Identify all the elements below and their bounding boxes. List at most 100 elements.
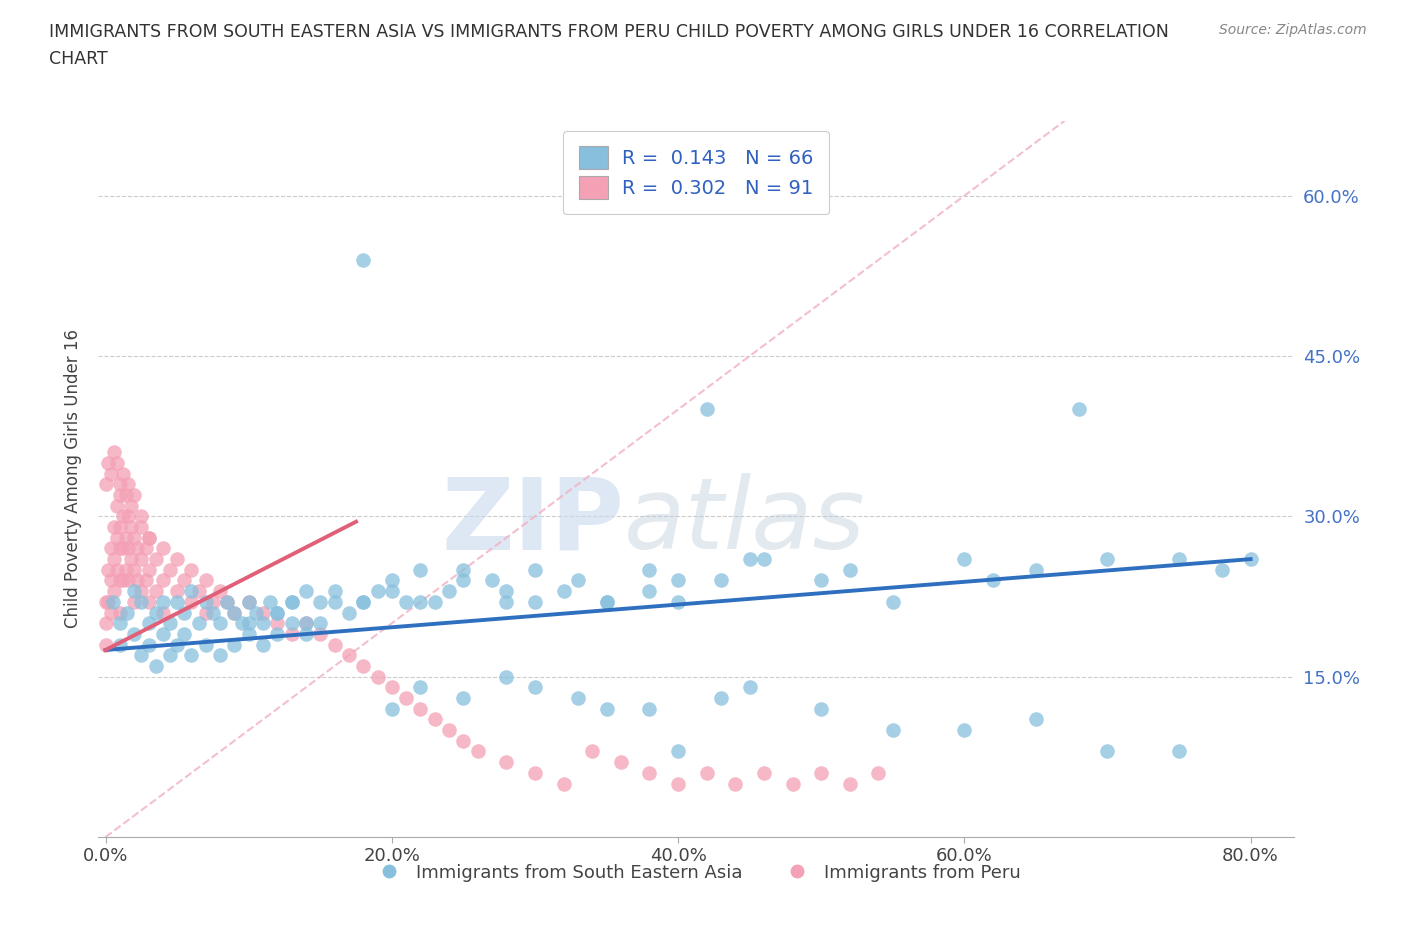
Point: [138, 637, 160, 652]
Point: [111, 573, 134, 588]
Point: [103, 551, 125, 566]
Point: [238, 616, 260, 631]
Point: [295, 616, 318, 631]
Point: [567, 691, 589, 706]
Point: [187, 584, 209, 599]
Point: [1168, 551, 1191, 566]
Point: [409, 701, 432, 716]
Point: [97, 563, 120, 578]
Point: [523, 563, 546, 578]
Point: [159, 648, 181, 663]
Point: [180, 563, 202, 578]
Point: [224, 605, 246, 620]
Point: [108, 477, 131, 492]
Point: [1097, 551, 1119, 566]
Point: [159, 616, 181, 631]
Point: [114, 487, 136, 502]
Point: [94, 477, 117, 492]
Point: [453, 734, 475, 749]
Point: [131, 551, 153, 566]
Text: Source: ZipAtlas.com: Source: ZipAtlas.com: [1219, 23, 1367, 37]
Point: [409, 563, 432, 578]
Point: [838, 563, 860, 578]
Point: [122, 530, 145, 545]
Point: [131, 509, 153, 524]
Point: [108, 605, 131, 620]
Point: [105, 498, 128, 513]
Point: [595, 594, 617, 609]
Point: [138, 563, 160, 578]
Point: [194, 573, 217, 588]
Point: [295, 584, 318, 599]
Point: [810, 765, 832, 780]
Point: [217, 594, 239, 609]
Point: [696, 765, 718, 780]
Point: [352, 658, 374, 673]
Point: [166, 551, 188, 566]
Point: [638, 584, 661, 599]
Point: [103, 520, 125, 535]
Point: [666, 594, 689, 609]
Point: [280, 616, 302, 631]
Point: [152, 627, 174, 642]
Point: [352, 252, 374, 267]
Point: [201, 605, 224, 620]
Point: [381, 573, 404, 588]
Text: IMMIGRANTS FROM SOUTH EASTERN ASIA VS IMMIGRANTS FROM PERU CHILD POVERTY AMONG G: IMMIGRANTS FROM SOUTH EASTERN ASIA VS IM…: [49, 23, 1168, 68]
Point: [152, 541, 174, 556]
Point: [752, 551, 775, 566]
Point: [423, 712, 446, 727]
Point: [252, 605, 274, 620]
Point: [581, 744, 603, 759]
Point: [120, 498, 142, 513]
Point: [252, 637, 274, 652]
Point: [194, 594, 217, 609]
Point: [696, 402, 718, 417]
Point: [180, 648, 202, 663]
Point: [131, 594, 153, 609]
Point: [395, 691, 418, 706]
Point: [953, 551, 976, 566]
Point: [159, 563, 181, 578]
Point: [295, 616, 318, 631]
Point: [453, 691, 475, 706]
Point: [108, 487, 131, 502]
Point: [131, 520, 153, 535]
Point: [981, 573, 1004, 588]
Point: [145, 551, 167, 566]
Point: [94, 594, 117, 609]
Point: [173, 605, 195, 620]
Point: [738, 551, 761, 566]
Point: [145, 658, 167, 673]
Point: [94, 637, 117, 652]
Point: [838, 777, 860, 791]
Point: [495, 594, 517, 609]
Point: [309, 627, 332, 642]
Point: [1239, 551, 1261, 566]
Point: [1067, 402, 1090, 417]
Point: [100, 541, 122, 556]
Point: [595, 594, 617, 609]
Point: [122, 584, 145, 599]
Point: [103, 445, 125, 459]
Point: [94, 616, 117, 631]
Point: [266, 605, 288, 620]
Point: [120, 551, 142, 566]
Point: [810, 701, 832, 716]
Point: [194, 637, 217, 652]
Point: [114, 563, 136, 578]
Point: [481, 573, 503, 588]
Point: [122, 627, 145, 642]
Point: [295, 627, 318, 642]
Point: [209, 648, 232, 663]
Point: [882, 594, 904, 609]
Point: [245, 605, 267, 620]
Point: [523, 594, 546, 609]
Point: [103, 584, 125, 599]
Text: ZIP: ZIP: [441, 473, 624, 570]
Legend: Immigrants from South Eastern Asia, Immigrants from Peru: Immigrants from South Eastern Asia, Immi…: [364, 857, 1028, 889]
Point: [145, 584, 167, 599]
Point: [187, 616, 209, 631]
Point: [122, 487, 145, 502]
Point: [352, 594, 374, 609]
